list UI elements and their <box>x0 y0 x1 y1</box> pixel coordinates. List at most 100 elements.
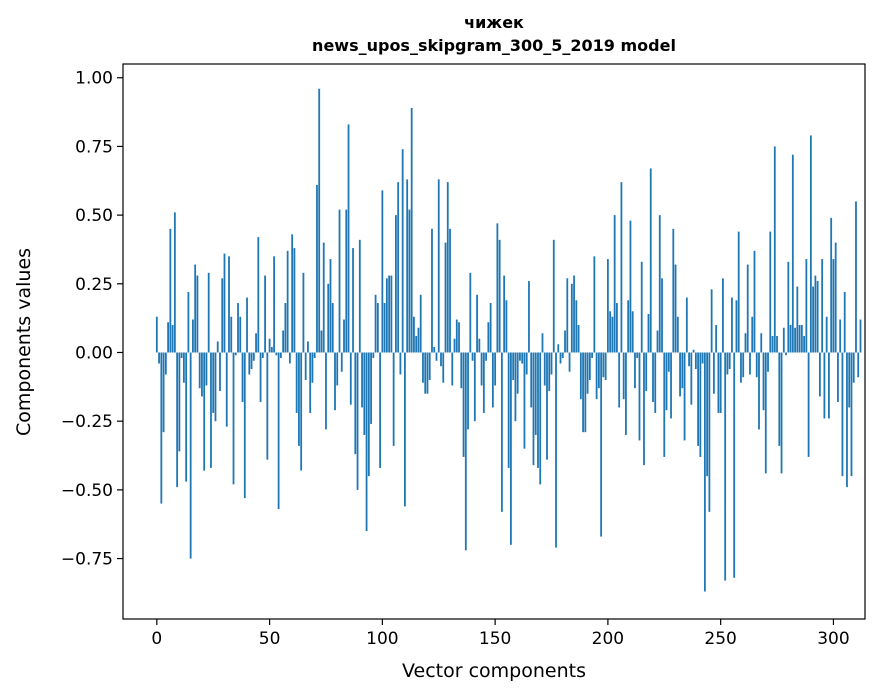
bar-197 <box>600 352 603 537</box>
bar-89 <box>356 352 359 490</box>
bar-284 <box>796 286 799 353</box>
bar-143 <box>478 338 481 353</box>
bar-54 <box>277 352 280 510</box>
bar-243 <box>703 352 706 592</box>
bar-90 <box>358 239 361 353</box>
bar-109 <box>401 149 404 353</box>
bar-20 <box>201 352 203 397</box>
bar-178 <box>557 344 560 353</box>
bar-49 <box>266 352 269 460</box>
bar-191 <box>586 352 589 394</box>
bar-2 <box>160 352 163 504</box>
bar-205 <box>618 352 621 408</box>
bar-83 <box>343 319 345 353</box>
bar-66 <box>304 352 307 380</box>
bar-146 <box>485 352 487 361</box>
bar-38 <box>241 352 244 402</box>
bar-253 <box>726 352 729 375</box>
x-axis: 0 50 100 150 200 250 300 <box>151 619 850 649</box>
bar-220 <box>652 352 654 402</box>
bar-65 <box>302 272 305 353</box>
bar-264 <box>751 316 754 353</box>
bar-171 <box>541 333 544 353</box>
bar-48 <box>264 275 266 353</box>
bar-297 <box>825 316 828 353</box>
bar-258 <box>737 231 740 353</box>
bar-28 <box>219 352 221 391</box>
bar-175 <box>550 352 553 375</box>
bar-232 <box>679 352 681 397</box>
bar-5 <box>167 322 169 353</box>
bar-51 <box>270 347 273 353</box>
bar-15 <box>189 352 192 559</box>
bar-126 <box>440 352 442 367</box>
bar-312 <box>859 319 862 353</box>
bar-218 <box>647 314 650 353</box>
bar-69 <box>311 352 314 383</box>
bar-40 <box>246 297 248 353</box>
bar-231 <box>676 316 679 353</box>
bar-86 <box>349 352 352 405</box>
bar-249 <box>717 352 720 413</box>
bar-256 <box>733 352 736 578</box>
bar-80 <box>336 352 339 386</box>
bar-117 <box>419 294 422 353</box>
chart-title-line-2: news_upos_skipgram_300_5_2019 model <box>312 36 676 55</box>
bar-150 <box>494 352 497 386</box>
bar-45 <box>257 237 260 353</box>
bar-260 <box>742 352 745 378</box>
bar-170 <box>539 352 542 485</box>
bar-269 <box>762 352 765 411</box>
bar-217 <box>645 352 648 391</box>
y-tick-label: 0.00 <box>75 343 113 363</box>
bar-132 <box>453 338 456 353</box>
bar-30 <box>223 253 226 353</box>
x-tick-label: 150 <box>479 629 511 649</box>
bar-250 <box>719 352 722 413</box>
bar-185 <box>573 275 575 353</box>
bar-60 <box>291 234 294 353</box>
bar-268 <box>760 333 763 353</box>
bar-240 <box>697 352 699 446</box>
bar-72 <box>318 88 321 353</box>
bar-247 <box>712 352 715 394</box>
bar-194 <box>593 256 596 353</box>
bar-281 <box>789 325 792 353</box>
bar-97 <box>374 294 377 353</box>
x-tick-label: 250 <box>704 629 736 649</box>
bar-149 <box>491 352 494 408</box>
bar-212 <box>634 352 636 389</box>
bar-257 <box>735 300 738 353</box>
bar-235 <box>685 297 688 353</box>
bar-225 <box>663 352 666 457</box>
bar-291 <box>812 286 815 353</box>
bar-207 <box>622 352 625 400</box>
bar-105 <box>392 352 395 446</box>
bar-241 <box>699 352 702 457</box>
bar-63 <box>298 352 300 446</box>
bar-181 <box>564 330 566 353</box>
bar-246 <box>710 289 713 353</box>
bar-95 <box>370 352 372 424</box>
bar-219 <box>649 168 652 353</box>
bar-187 <box>577 325 580 353</box>
bar-119 <box>424 352 427 394</box>
bar-57 <box>284 303 287 353</box>
bar-293 <box>816 281 819 353</box>
bar-74 <box>322 242 325 353</box>
bar-224 <box>661 278 663 353</box>
bar-263 <box>749 352 751 375</box>
bar-145 <box>482 352 485 413</box>
bar-255 <box>731 297 733 353</box>
bar-55 <box>279 352 282 358</box>
bar-193 <box>591 352 593 358</box>
bar-94 <box>367 352 370 477</box>
bar-34 <box>232 352 235 485</box>
bar-7 <box>171 325 174 353</box>
bar-177 <box>555 352 557 548</box>
bar-229 <box>672 228 675 353</box>
bar-121 <box>428 352 431 380</box>
bar-299 <box>830 217 833 353</box>
bar-102 <box>385 278 388 353</box>
